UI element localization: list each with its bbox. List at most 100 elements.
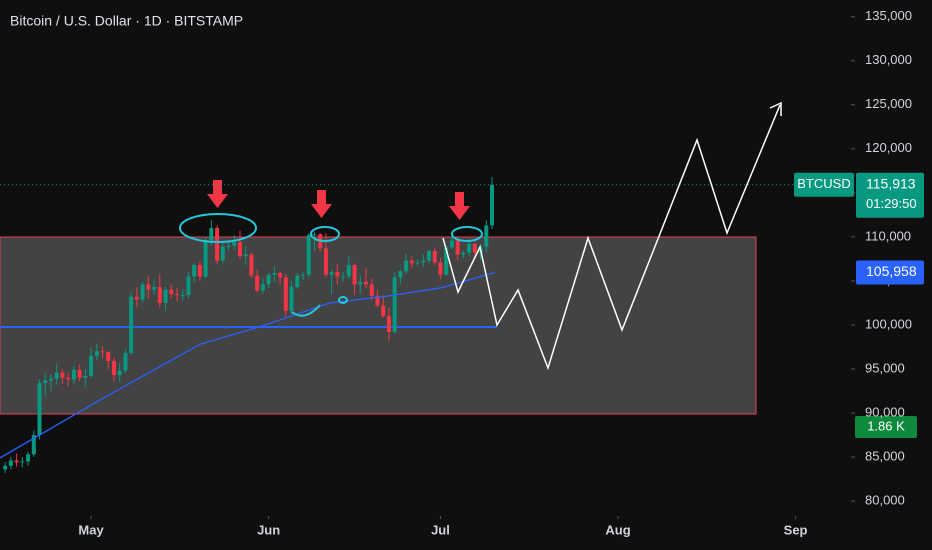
candle-body [444,247,449,275]
arrow [207,180,228,208]
y-tick-label: 125,000 [865,96,912,111]
candle-body [449,240,454,248]
x-tick-label: Sep [784,522,808,537]
candle-body [358,281,363,285]
y-tick-label: 130,000 [865,52,912,67]
candle-body [60,372,65,378]
candle-body [306,235,311,275]
candle-body [455,240,460,255]
candle-body [341,276,346,278]
y-tick-label: 95,000 [865,360,905,375]
candle-body [186,276,191,295]
candle-body [415,262,420,264]
candle-body [174,294,179,296]
price-tag [856,172,924,218]
candle-body [100,351,105,353]
candle-body [295,275,300,288]
candle-body [323,248,328,275]
candle-body [461,252,466,255]
candle-body [335,272,340,277]
arrows [207,180,470,220]
x-tick-label: Aug [605,522,630,537]
volume-tag [855,416,917,438]
projection-path [442,104,781,371]
candle-body [266,274,271,285]
arrow [449,192,470,220]
y-tick-label: 135,000 [865,8,912,23]
candle-body [220,246,225,261]
candle-body [43,380,48,384]
candle-body [180,294,185,296]
candle-body [289,287,294,311]
candle-body [243,254,248,257]
candle-body [346,265,351,277]
candle-body [329,272,334,275]
candle-body [134,296,139,300]
candle-body [352,265,357,285]
candle-body [152,287,157,290]
candle-body [472,243,477,253]
volume-tag-label: 1.86 K [867,418,905,433]
candle-body [157,287,162,303]
candle-body [192,265,197,277]
candle-body [237,242,242,257]
candle-body [467,243,472,253]
candle-body [421,260,426,263]
candle-body [278,272,283,278]
arrow [311,190,332,218]
candle-body [54,372,59,379]
candle-body [272,272,277,275]
x-tick-label: Jun [257,522,280,537]
candle-body [37,383,42,435]
candle-body [427,250,432,261]
y-tick-label: 110,000 [865,228,911,243]
candle-body [20,461,25,463]
candle-body [386,316,391,332]
candle-body [117,370,122,376]
ellipse [338,296,348,304]
price-tag-label: 115,913 [866,176,916,192]
candle-body [89,355,94,376]
symbol-tag-label: BTCUSD [797,176,850,191]
ma-tag-label: 105,958 [866,263,917,279]
countdown-label: 01:29:50 [866,196,917,211]
candle-body [490,184,495,226]
candle-body [226,245,231,247]
x-tick-label: May [78,522,104,537]
candle-body [66,377,71,380]
candle-body [26,454,31,462]
candle-body [404,260,409,272]
candle-body [209,228,214,241]
y-tick-label: 80,000 [865,492,905,507]
candle-body [197,265,202,277]
candle-body [312,234,317,236]
y-tick-label: 85,000 [865,448,905,463]
candle-body [146,284,151,290]
projection-arrowhead [769,101,782,116]
candle-body [232,242,237,246]
candle-body [375,295,380,306]
candle-body [369,284,374,296]
candle-body [123,353,128,371]
candle-body [129,296,134,354]
ellipse [291,304,321,317]
y-tick-label: 90,000 [865,404,905,419]
candle-body [14,460,19,463]
candle-body [3,465,8,470]
ma-tag [856,260,924,285]
candle-body [31,434,36,455]
candle-body [438,262,443,275]
candle-body [249,254,254,276]
x-tick-label: Jul [431,522,450,537]
candle-body [71,369,76,380]
candle-body [283,277,288,311]
chart-title: Bitcoin / U.S. Dollar · 1D · BITSTAMP [10,13,243,29]
candle-body [484,225,489,247]
ellipse [310,226,340,242]
ellipse [451,226,483,242]
candle-body [398,271,403,278]
candle-body [203,240,208,277]
candle-body [77,369,82,378]
candle-body [106,352,111,362]
